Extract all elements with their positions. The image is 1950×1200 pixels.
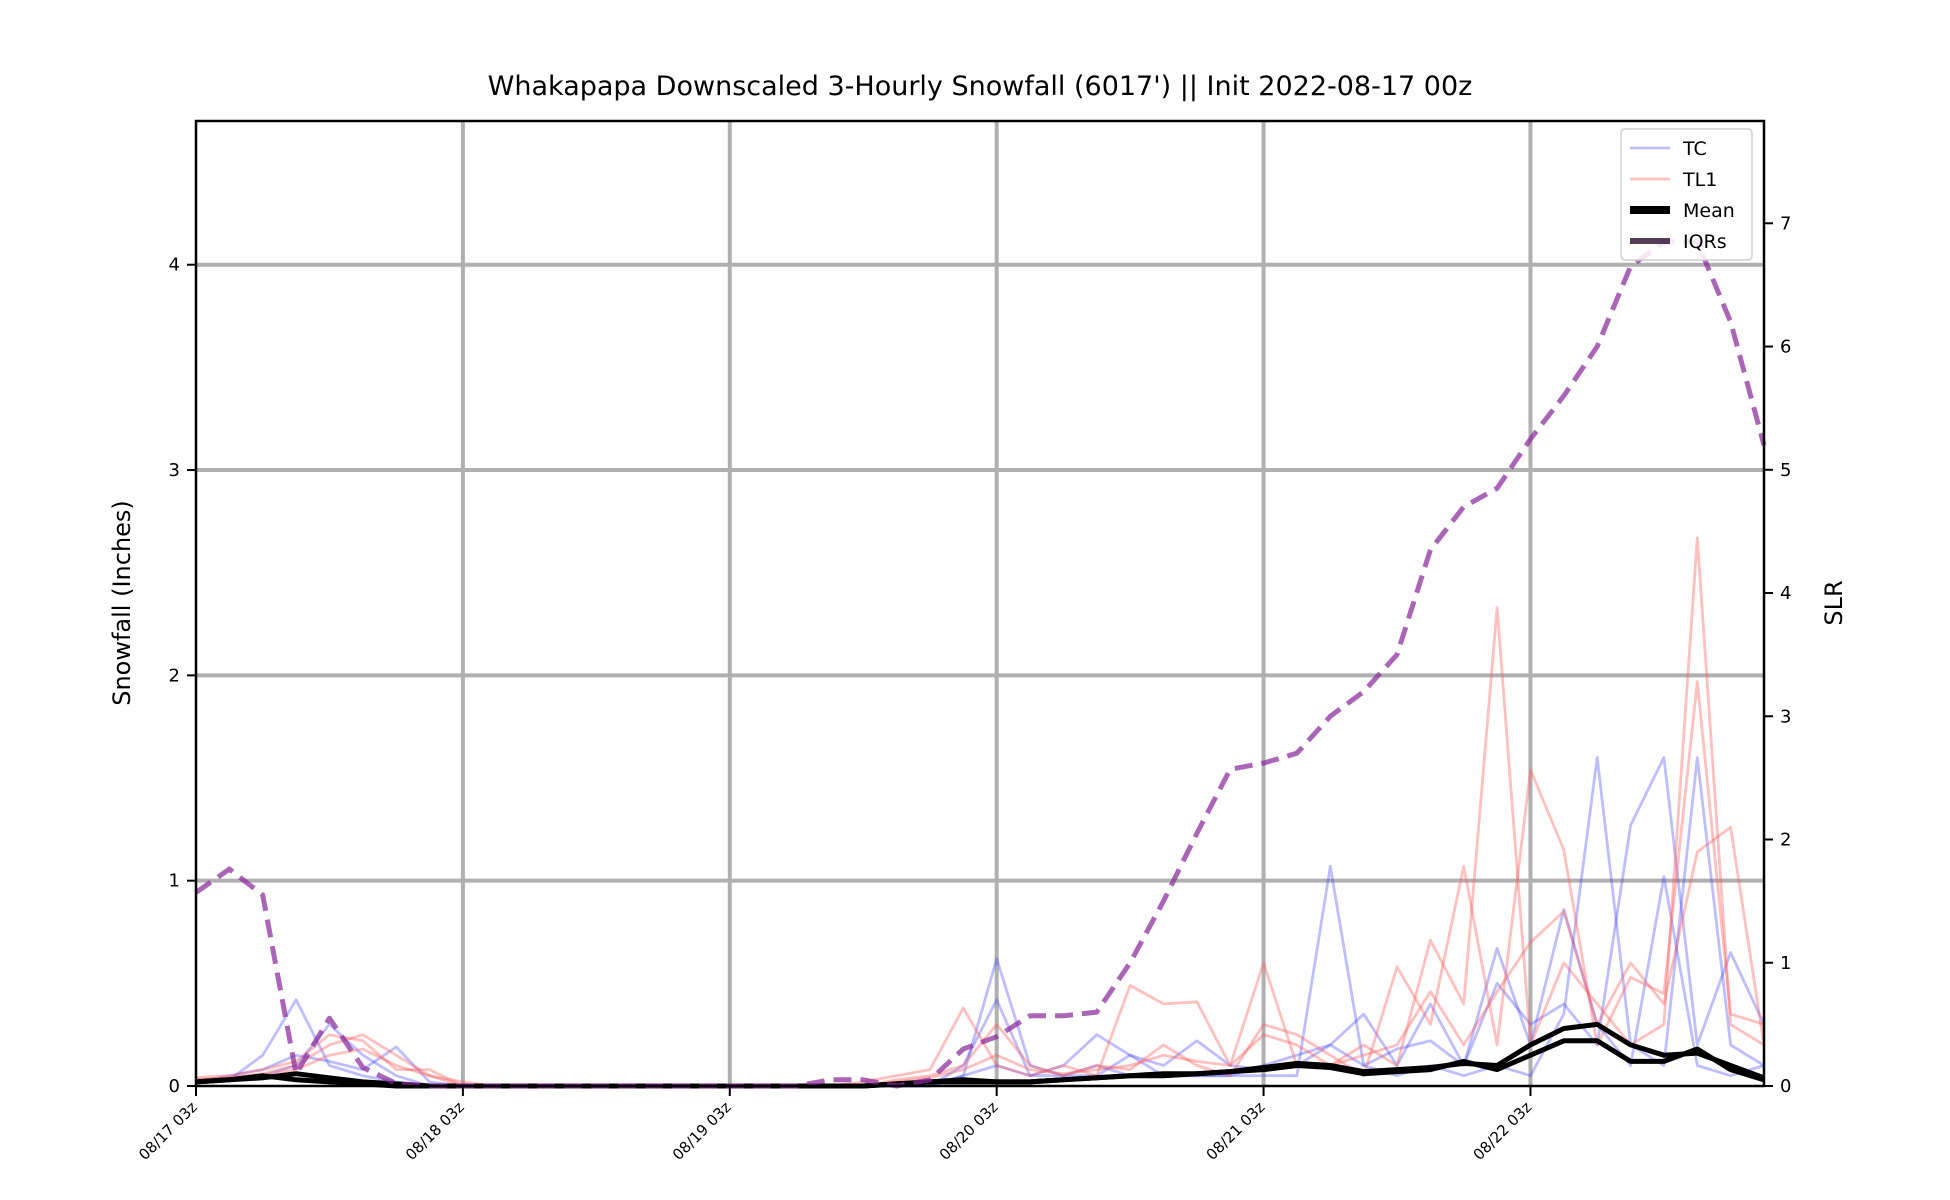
y2-tick-label: 3 — [1780, 706, 1791, 727]
y2-tick-label: 4 — [1780, 583, 1791, 604]
x-tick-label: 08/20 03z — [936, 1098, 1002, 1164]
legend: TC TL1 Mean IQRs — [1620, 128, 1753, 261]
series-line-tl1 — [195, 825, 1766, 1088]
legend-label-tl1: TL1 — [1682, 169, 1717, 191]
x-tick-label: 08/19 03z — [669, 1098, 735, 1164]
y2-tick-label: 5 — [1780, 460, 1791, 481]
x-tick-label: 08/21 03z — [1203, 1098, 1269, 1164]
x-axis-ticks: 08/17 03z 08/18 03z 08/19 03z 08/20 03z 08/2… — [135, 1086, 1535, 1164]
y-axis-left-ticks: 0 1 2 3 4 — [169, 255, 196, 1097]
chart-title: Whakapapa Downscaled 3-Hourly Snowfall (… — [488, 71, 1473, 102]
grid-lines — [196, 121, 1764, 1086]
legend-label-iqrs: IQRs — [1683, 231, 1727, 253]
y2-tick-label: 6 — [1780, 337, 1791, 358]
y-tick-label: 3 — [169, 460, 180, 481]
legend-label-mean: Mean — [1683, 200, 1735, 222]
y-axis-right-ticks: 0 1 2 3 4 5 6 7 — [1764, 213, 1791, 1097]
y-tick-label: 0 — [169, 1076, 180, 1097]
y2-tick-label: 0 — [1780, 1076, 1791, 1097]
x-tick-label: 08/17 03z — [135, 1098, 201, 1164]
y2-tick-label: 7 — [1780, 213, 1791, 234]
series-line-tl1 — [195, 536, 1765, 1088]
x-tick-label: 08/22 03z — [1470, 1098, 1536, 1164]
y-tick-label: 4 — [169, 255, 180, 276]
y2-axis-label: SLR — [1820, 580, 1848, 625]
legend-label-tc: TC — [1682, 138, 1707, 160]
plot-frame — [194, 119, 1766, 1088]
y2-tick-label: 1 — [1780, 953, 1791, 974]
legend-box — [1620, 128, 1753, 261]
y-tick-label: 2 — [169, 665, 180, 686]
y-tick-label: 1 — [169, 871, 180, 892]
x-tick-label: 08/18 03z — [402, 1098, 468, 1164]
y-axis-label: Snowfall (Inches) — [108, 500, 136, 706]
y2-tick-label: 2 — [1780, 830, 1791, 851]
